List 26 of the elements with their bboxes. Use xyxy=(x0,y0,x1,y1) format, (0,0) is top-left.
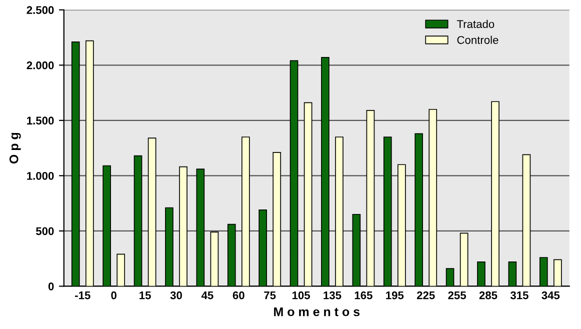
x-tick-label: 345 xyxy=(542,291,560,300)
x-tick-label: 75 xyxy=(264,292,276,300)
y-tick-label: 1.500 xyxy=(27,116,54,125)
x-tick-label: -15 xyxy=(75,292,90,300)
legend-label: Controle xyxy=(457,36,498,44)
y-tick-label: 2.500 xyxy=(26,6,54,14)
x-tick-label: 255 xyxy=(448,291,466,300)
x-tick-label: 105 xyxy=(292,291,310,300)
x-tick-label: 0 xyxy=(111,291,116,300)
y-tick-label: 0 xyxy=(48,282,54,290)
y-axis-title: O p g xyxy=(9,132,21,164)
x-tick-label: 315 xyxy=(510,291,528,300)
y-tick-label: 2.000 xyxy=(26,61,54,70)
x-tick-label: 135 xyxy=(324,291,342,300)
x-tick-label: 225 xyxy=(416,291,435,300)
x-tick-label: 195 xyxy=(386,291,404,300)
legend-label: Tratado xyxy=(456,20,494,28)
x-tick-label: 60 xyxy=(232,291,244,300)
x-tick-label: 165 xyxy=(354,291,372,300)
x-tick-label: 285 xyxy=(479,291,498,300)
x-axis-title: M o m e n t o s xyxy=(274,307,360,316)
x-tick-label: 45 xyxy=(201,292,214,300)
x-tick-label: 15 xyxy=(140,292,151,300)
y-tick-label: 500 xyxy=(36,227,54,236)
x-tick-label: 30 xyxy=(170,291,182,300)
y-tick-label: 1.000 xyxy=(27,172,54,180)
